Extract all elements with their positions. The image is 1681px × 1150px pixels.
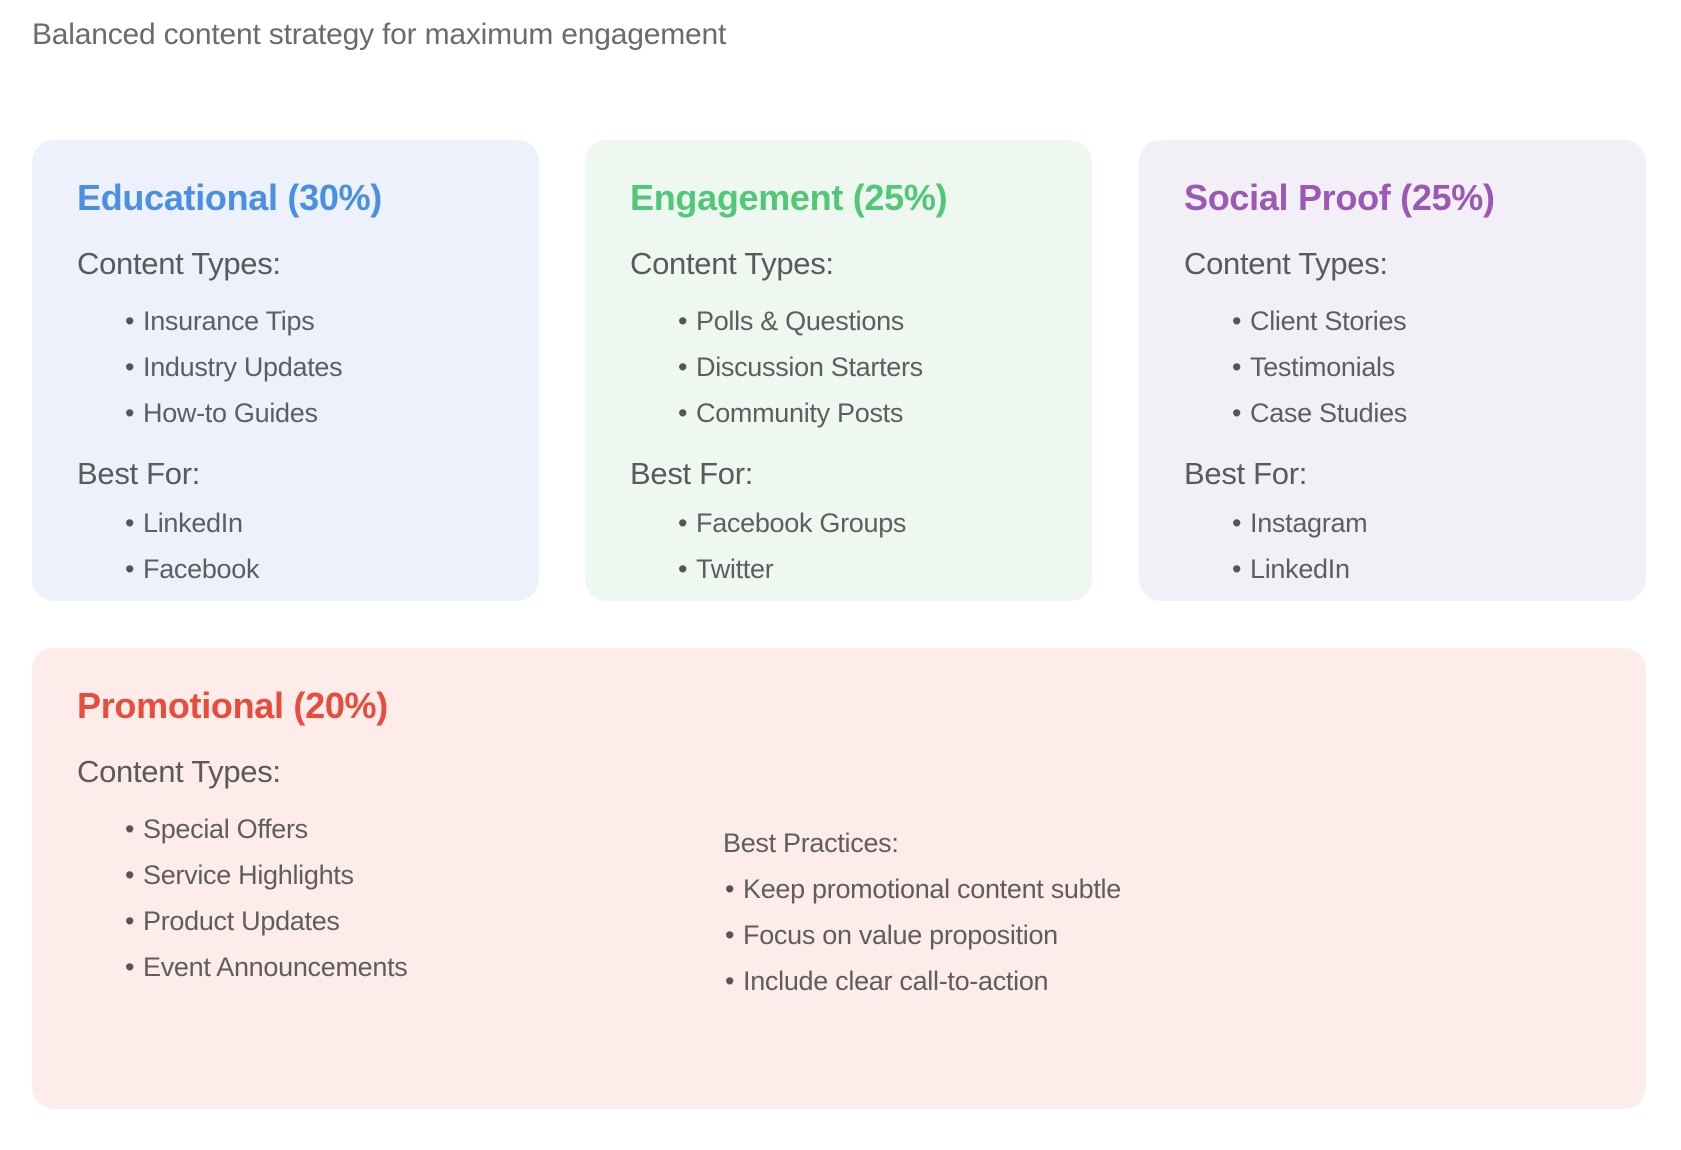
card-educational: Educational (30%) Content Types: • Insura…	[32, 140, 539, 601]
list-item: • Insurance Tips	[125, 298, 539, 344]
bullet-icon: •	[725, 920, 735, 950]
best-for-label: Best For:	[1184, 456, 1308, 491]
card-title-promotional: Promotional (20%)	[77, 685, 388, 726]
list-item: • Instagram	[1232, 500, 1646, 546]
list-item: • Industry Updates	[125, 344, 539, 390]
bullet-icon: •	[125, 860, 135, 890]
card-title-engagement: Engagement (25%)	[630, 177, 948, 218]
list-item: • Twitter	[678, 546, 1092, 592]
list-item: • Client Stories	[1232, 298, 1646, 344]
bullet-icon: •	[125, 906, 135, 936]
bullet-icon: •	[678, 508, 688, 538]
bullet-icon: •	[125, 508, 135, 538]
card-title-social-proof: Social Proof (25%)	[1184, 177, 1495, 218]
card-title-educational: Educational (30%)	[77, 177, 382, 218]
card-engagement: Engagement (25%) Content Types: • Polls &…	[585, 140, 1092, 601]
bullet-icon: •	[678, 554, 688, 584]
list-item: • Include clear call-to-action	[725, 958, 1121, 1004]
best-for-label: Best For:	[77, 456, 201, 491]
page-subtitle: Balanced content strategy for maximum en…	[32, 18, 727, 51]
list-item: • Testimonials	[1232, 344, 1646, 390]
promotional-columns: • Special Offers • Service Highlights • Pro…	[77, 806, 1646, 996]
card-social-proof: Social Proof (25%) Content Types: • Clien…	[1139, 140, 1646, 601]
best-for-label: Best For:	[630, 456, 754, 491]
list-item: • Service Highlights	[125, 852, 1646, 898]
list-item: • Special Offers	[125, 806, 1646, 852]
bullet-icon: •	[1232, 306, 1242, 336]
content-types-label: Content Types:	[77, 246, 281, 281]
list-item: • Discussion Starters	[678, 344, 1092, 390]
bullet-icon: •	[125, 554, 135, 584]
list-item: • Polls & Questions	[678, 298, 1092, 344]
bullet-icon: •	[125, 352, 135, 382]
best-practices: Best Practices: • Keep promotional conten…	[723, 806, 1121, 1004]
list-item: • Case Studies	[1232, 390, 1646, 436]
list-item: • Event Announcements	[125, 944, 1646, 990]
bullet-icon: •	[1232, 398, 1242, 428]
list-item: • LinkedIn	[1232, 546, 1646, 592]
bullet-icon: •	[1232, 554, 1242, 584]
bullet-icon: •	[678, 398, 688, 428]
card-promotional: Promotional (20%) Content Types: • Specia…	[32, 648, 1646, 1109]
list-item: • Facebook	[125, 546, 539, 592]
bullet-icon: •	[125, 814, 135, 844]
bullet-icon: •	[1232, 508, 1242, 538]
bullet-icon: •	[125, 952, 135, 982]
content-types-label: Content Types:	[630, 246, 834, 281]
bullet-icon: •	[678, 352, 688, 382]
bullet-icon: •	[125, 398, 135, 428]
bullet-icon: •	[1232, 352, 1242, 382]
list-item: • Keep promotional content subtle	[725, 866, 1121, 912]
list-item: • LinkedIn	[125, 500, 539, 546]
list-item: • Facebook Groups	[678, 500, 1092, 546]
bullet-icon: •	[678, 306, 688, 336]
list-item: • Focus on value proposition	[725, 912, 1121, 958]
bullet-icon: •	[725, 874, 735, 904]
best-practices-label: Best Practices:	[723, 828, 899, 858]
bullet-icon: •	[125, 306, 135, 336]
list-item: • Community Posts	[678, 390, 1092, 436]
content-types-label: Content Types:	[77, 754, 281, 789]
content-types-label: Content Types:	[1184, 246, 1388, 281]
bullet-icon: •	[725, 966, 735, 996]
list-item: • Product Updates	[125, 898, 1646, 944]
list-item: • How-to Guides	[125, 390, 539, 436]
